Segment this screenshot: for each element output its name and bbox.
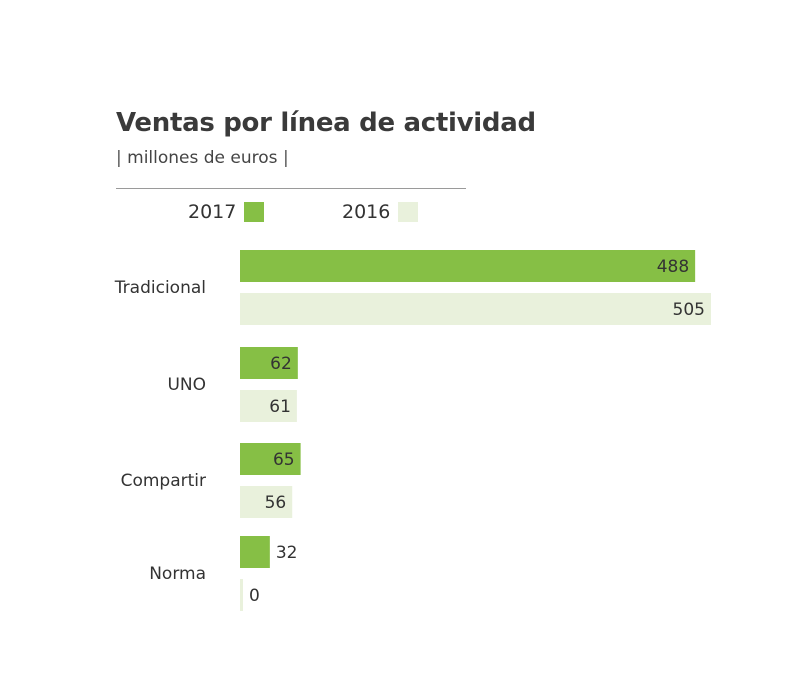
category-label-compartir: Compartir: [121, 471, 206, 491]
value-label-tradicional-2016: 505: [673, 300, 705, 320]
bar-tradicional-2017: [240, 250, 696, 282]
legend-item-2016: 2016: [342, 200, 419, 224]
legend-swatch-2016: [398, 202, 419, 222]
bar-uno-2017: [240, 347, 298, 379]
bar-uno-2016: [240, 390, 297, 422]
subtitle-right-divider: |: [282, 148, 289, 168]
legend-label-2016: 2016: [342, 201, 391, 223]
bar-compartir-2017: [240, 443, 301, 475]
value-label-norma-2017: 32: [276, 543, 298, 563]
bar-compartir-2016: [240, 486, 293, 518]
bar-tradicional-2016: [240, 293, 711, 325]
subtitle-text: millones de euros: [127, 148, 278, 168]
legend-item-2017: 2017: [188, 200, 265, 224]
title-rule: [116, 188, 466, 189]
value-label-uno-2016: 61: [269, 397, 291, 417]
category-label-norma: Norma: [149, 564, 206, 584]
bar-norma-2017: [240, 536, 270, 568]
value-label-norma-2016: 0: [249, 586, 260, 606]
value-label-compartir-2016: 56: [265, 493, 287, 513]
value-label-compartir-2017: 65: [273, 450, 295, 470]
category-label-uno: UNO: [167, 375, 206, 395]
legend-label-2017: 2017: [188, 201, 237, 223]
chart-subtitle: | millones de euros |: [116, 148, 289, 168]
bar-norma-2016: [240, 579, 243, 611]
category-label-tradicional: Tradicional: [114, 278, 206, 298]
subtitle-left-divider: |: [116, 148, 122, 168]
value-label-tradicional-2017: 488: [657, 257, 689, 277]
chart-title: Ventas por línea de actividad: [116, 108, 536, 138]
value-label-uno-2017: 62: [270, 354, 292, 374]
legend-swatch-2017: [244, 202, 265, 222]
